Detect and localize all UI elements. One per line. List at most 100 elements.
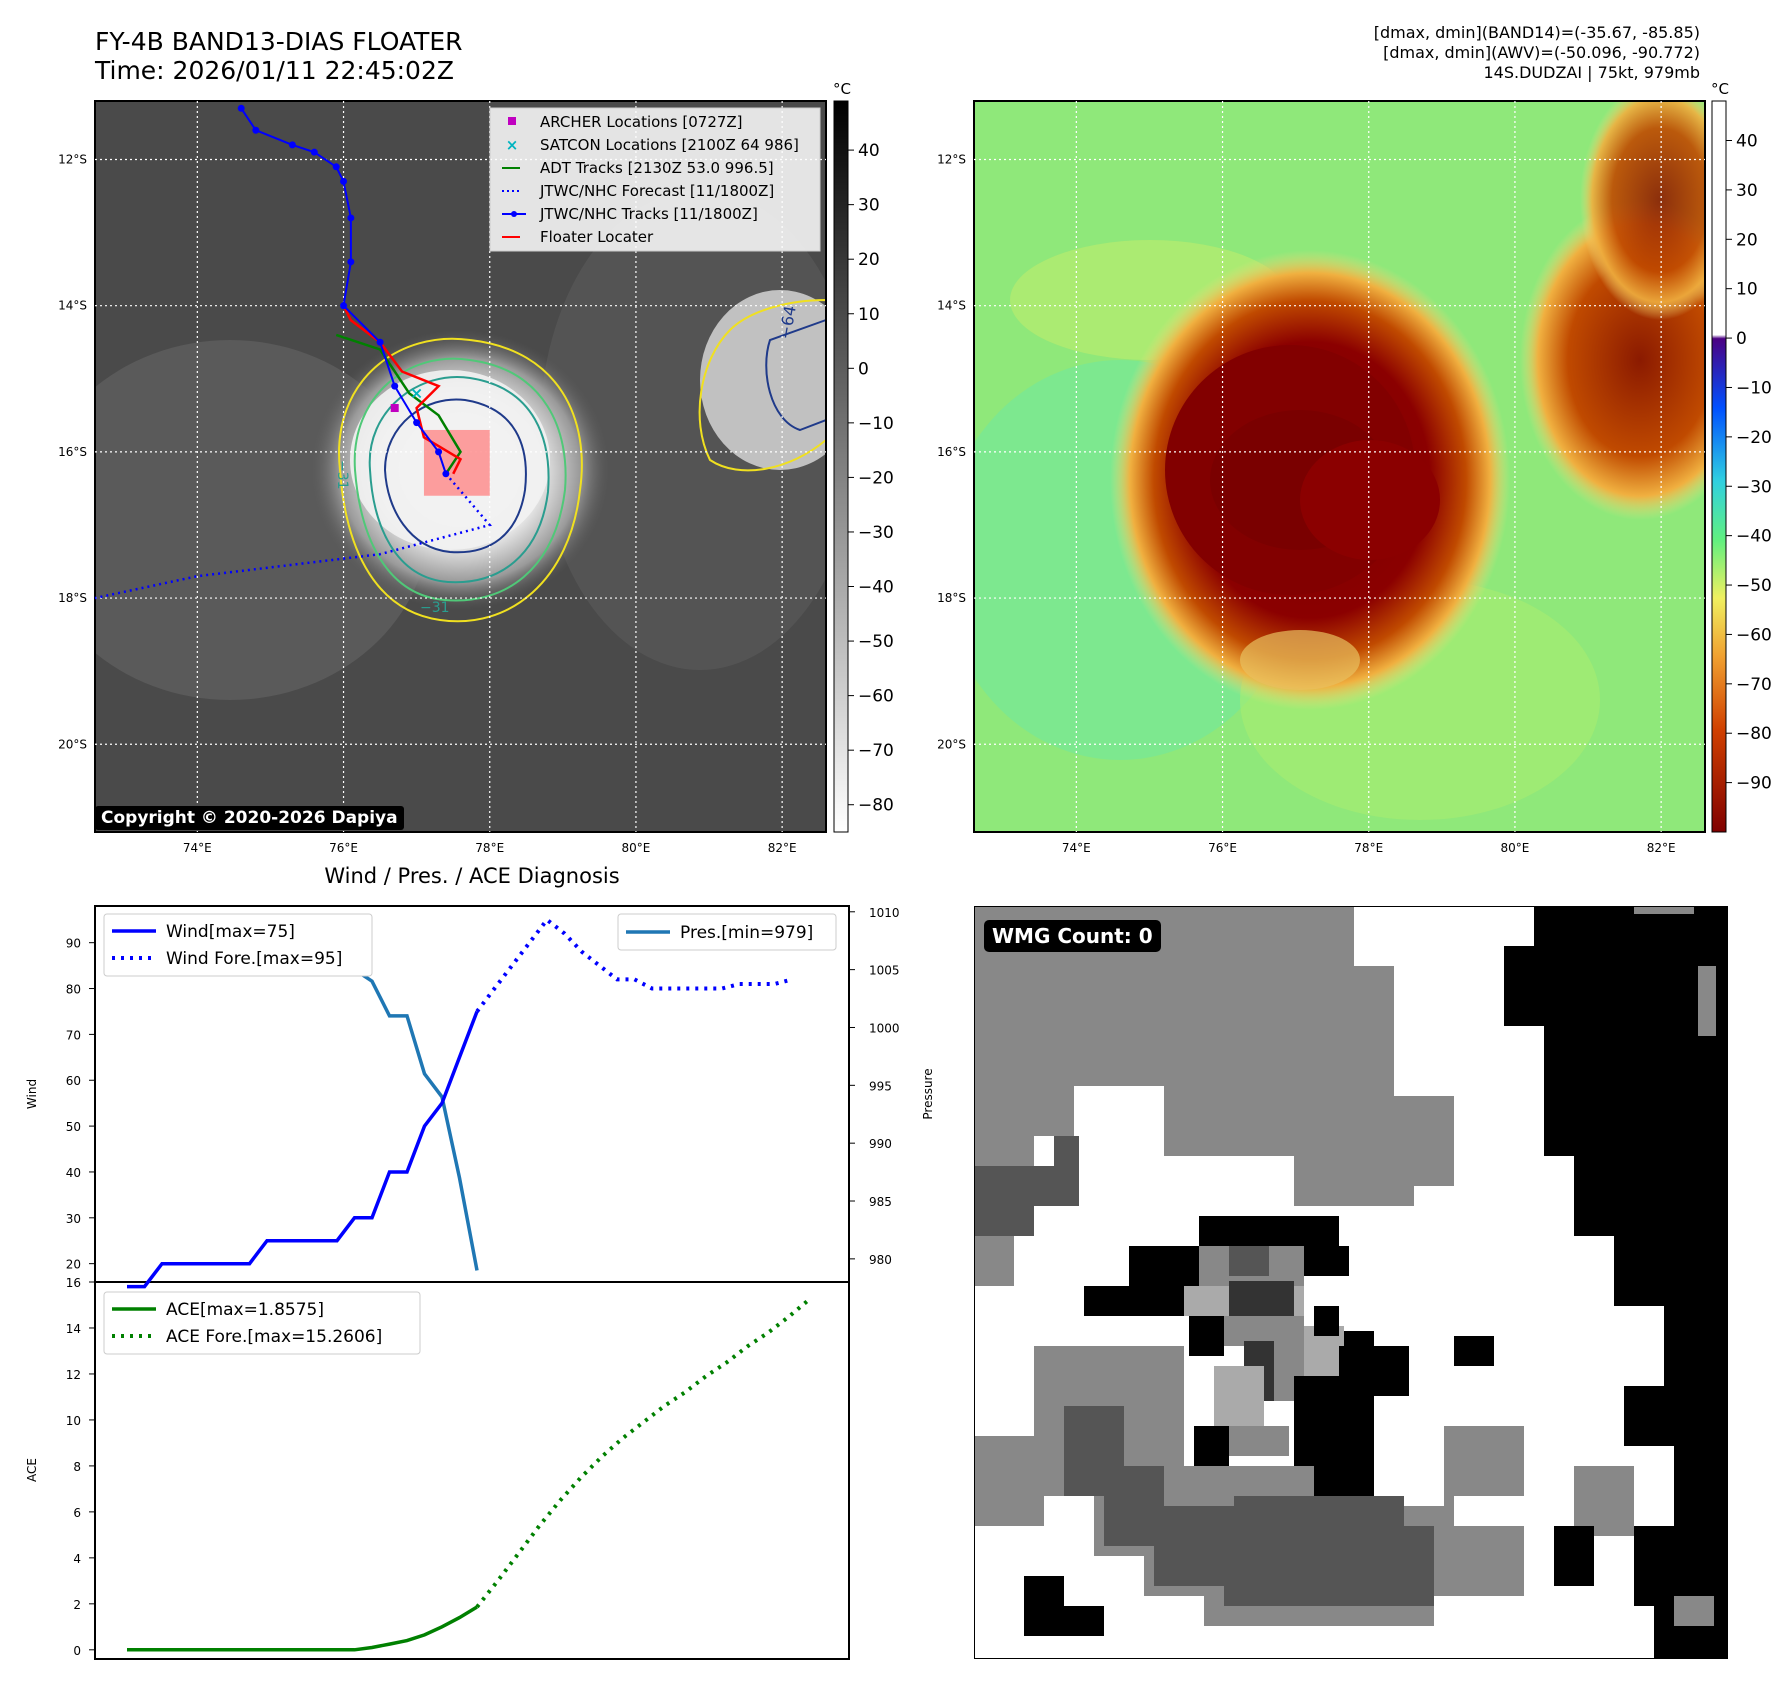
pressure-tick-label: 1000 — [869, 1021, 900, 1035]
colorbar-tick-label: −10 — [1736, 378, 1772, 398]
wind-axis-label: Wind — [25, 1079, 39, 1109]
ace-forecast-line — [475, 1297, 812, 1609]
legend-label: SATCON Locations [2100Z 64 986] — [540, 136, 799, 154]
jtwc-track-point — [391, 382, 399, 390]
lon-tick-label: 80°E — [622, 841, 651, 855]
legend-label-pressure: Pres.[min=979] — [680, 923, 813, 943]
wind-tick-label: 20 — [66, 1258, 81, 1272]
contour-label: −31 — [334, 460, 350, 490]
colorbar-tick-label: −70 — [1736, 675, 1772, 695]
ace-tick-label: 14 — [66, 1322, 81, 1336]
band13-colorbar — [833, 100, 849, 833]
ace-tick-label: 12 — [66, 1368, 81, 1382]
legend-label-ace-forecast: ACE Fore.[max=15.2606] — [166, 1327, 382, 1347]
lon-tick-label: 74°E — [1062, 841, 1091, 855]
wind-tick-label: 50 — [66, 1120, 81, 1134]
jtwc-track-line — [240, 107, 447, 475]
band13-colorbar-unit: °C — [833, 80, 851, 98]
colorbar-tick-label: 40 — [858, 141, 880, 161]
legend-label-wind: Wind[max=75] — [166, 922, 295, 942]
band14-colorbar-unit: °C — [1711, 80, 1729, 98]
pressure-tick-label: 1005 — [869, 964, 900, 978]
band13-legend — [489, 107, 821, 252]
jtwc-track-point — [340, 177, 348, 185]
lon-tick-label: 82°E — [768, 841, 797, 855]
lon-tick-label: 82°E — [1647, 841, 1676, 855]
pressure-tick-label: 995 — [869, 1079, 892, 1093]
colorbar-tick-label: 20 — [1736, 230, 1758, 250]
jtwc-track-point — [347, 258, 355, 266]
jtwc-track-point — [347, 214, 355, 222]
pressure-tick-label: 990 — [869, 1137, 892, 1151]
colorbar-tick-label: −80 — [858, 796, 894, 816]
colorbar-tick-label: −50 — [1736, 576, 1772, 596]
colorbar-tick-label: −20 — [858, 468, 894, 488]
satcon-location-marker: × — [410, 383, 423, 402]
colorbar-tick-label: 30 — [1736, 181, 1758, 201]
wind-tick-label: 70 — [66, 1028, 81, 1042]
contour-label: −31 — [420, 600, 450, 616]
wind-legend — [103, 913, 373, 977]
colorbar-tick-label: 10 — [858, 305, 880, 325]
legend-label: JTWC/NHC Forecast [11/1800Z] — [539, 182, 774, 200]
band14-map: 74°E 76°E 78°E 80°E 82°E 12°S 14°S 16°S 18°S 20°S… — [937, 80, 1772, 855]
jtwc-track-point — [237, 104, 245, 112]
lon-tick-label: 76°E — [1208, 841, 1237, 855]
legend-label: Floater Locater — [540, 228, 654, 246]
ace-tick-label: 4 — [73, 1552, 81, 1566]
jtwc-track-point — [332, 163, 340, 171]
lon-tick-label: 78°E — [1354, 841, 1383, 855]
lat-tick-label: 18°S — [58, 591, 87, 605]
colorbar-tick-label: 10 — [1736, 280, 1758, 300]
legend-label: ADT Tracks [2130Z 53.0 996.5] — [540, 159, 774, 177]
lat-tick-label: 20°S — [58, 737, 87, 751]
lat-tick-label: 12°S — [58, 152, 87, 166]
ace-legend — [103, 1291, 421, 1355]
ace-tick-label: 0 — [73, 1644, 81, 1658]
colorbar-tick-label: −50 — [858, 632, 894, 652]
pressure-tick-label: 980 — [869, 1253, 892, 1267]
lon-tick-label: 76°E — [329, 841, 358, 855]
ace-tick-label: 8 — [73, 1460, 81, 1474]
wind-tick-label: 60 — [66, 1074, 81, 1088]
colorbar-tick-label: −70 — [858, 741, 894, 761]
jtwc-track-point — [252, 126, 260, 134]
colorbar-tick-label: −80 — [1736, 724, 1772, 744]
colorbar-tick-label: 30 — [858, 196, 880, 216]
wmg-panel — [974, 906, 1728, 1659]
lat-tick-label: 16°S — [937, 445, 966, 459]
lat-tick-label: 16°S — [58, 445, 87, 459]
colorbar-tick-label: 0 — [858, 359, 869, 379]
colorbar-tick-label: −10 — [858, 414, 894, 434]
jtwc-track-point — [442, 470, 450, 478]
lat-tick-label: 18°S — [937, 591, 966, 605]
wind-tick-label: 90 — [66, 937, 81, 951]
legend-swatch-archer — [508, 117, 516, 125]
colorbar-tick-label: −30 — [1736, 477, 1772, 497]
legend-label-ace: ACE[max=1.8575] — [166, 1300, 324, 1320]
diagnosis-title: Wind / Pres. / ACE Diagnosis — [324, 864, 620, 888]
pressure-tick-label: 985 — [869, 1195, 892, 1209]
colorbar-tick-label: −60 — [1736, 625, 1772, 645]
wind-tick-label: 40 — [66, 1166, 81, 1180]
pressure-axis-label: Pressure — [921, 1068, 935, 1119]
jtwc-track-point — [435, 448, 443, 456]
pressure-tick-label: 1010 — [869, 906, 900, 920]
colorbar-tick-label: −40 — [858, 578, 894, 598]
lat-tick-label: 12°S — [937, 152, 966, 166]
floater-track-line — [342, 305, 463, 475]
lon-tick-label: 74°E — [183, 841, 212, 855]
floater-box — [423, 429, 490, 496]
archer-location-marker — [390, 404, 399, 413]
wind-tick-label: 80 — [66, 983, 81, 997]
ace-tick-label: 10 — [66, 1414, 81, 1428]
ace-line — [127, 1605, 478, 1652]
jtwc-track-point — [376, 338, 384, 346]
jtwc-forecast-line — [94, 472, 492, 600]
ace-tick-label: 6 — [73, 1506, 81, 1520]
lat-tick-label: 14°S — [937, 299, 966, 313]
right-title-line3: 14S.DUDZAI | 75kt, 979mb — [1483, 63, 1701, 82]
jtwc-track-point — [310, 148, 318, 156]
colorbar-tick-label: 0 — [1736, 329, 1747, 349]
